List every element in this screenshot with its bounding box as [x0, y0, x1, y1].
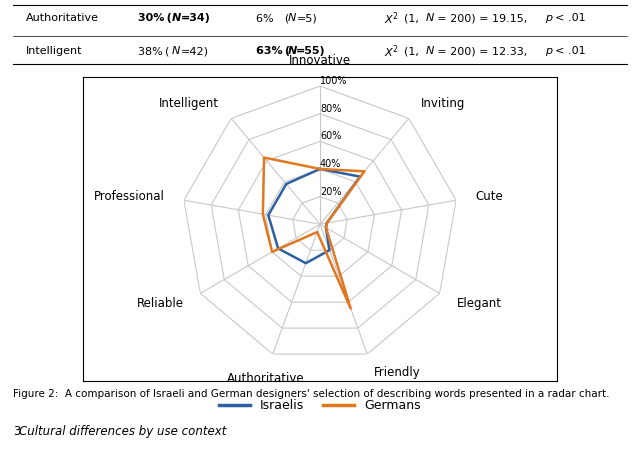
Text: (1,: (1, [404, 14, 422, 24]
Text: 6%  (: 6% ( [256, 14, 289, 24]
Text: 38% (: 38% ( [138, 46, 169, 56]
Text: N: N [426, 46, 434, 56]
Text: $X^2$: $X^2$ [384, 43, 399, 59]
Text: N: N [172, 46, 180, 56]
Text: $X^2$: $X^2$ [384, 10, 399, 27]
Text: N: N [172, 14, 180, 24]
Text: < .01: < .01 [553, 46, 586, 56]
Text: Intelligent: Intelligent [26, 46, 82, 56]
Text: =5): =5) [296, 14, 317, 24]
Text: p: p [545, 14, 552, 24]
Text: N: N [288, 14, 296, 24]
Text: =42): =42) [180, 46, 209, 56]
Legend: Israelis, Germans: Israelis, Germans [214, 394, 426, 417]
Text: Authoritative: Authoritative [26, 14, 99, 24]
Text: Cultural differences by use context: Cultural differences by use context [19, 425, 227, 439]
Text: N: N [426, 14, 434, 24]
Text: =34): =34) [180, 14, 211, 24]
Text: (1,: (1, [404, 46, 422, 56]
Text: < .01: < .01 [553, 14, 586, 24]
Text: Figure 2:  A comparison of Israeli and German designers' selection of describing: Figure 2: A comparison of Israeli and Ge… [13, 389, 609, 399]
Text: = 200) = 19.15,: = 200) = 19.15, [435, 14, 529, 24]
Text: 3: 3 [13, 425, 20, 439]
Text: =55): =55) [296, 46, 326, 56]
Text: = 200) = 12.33,: = 200) = 12.33, [435, 46, 529, 56]
Text: p: p [545, 46, 552, 56]
Text: N: N [288, 46, 297, 56]
Text: 30% (: 30% ( [138, 14, 172, 24]
Text: 63% (: 63% ( [256, 46, 290, 56]
